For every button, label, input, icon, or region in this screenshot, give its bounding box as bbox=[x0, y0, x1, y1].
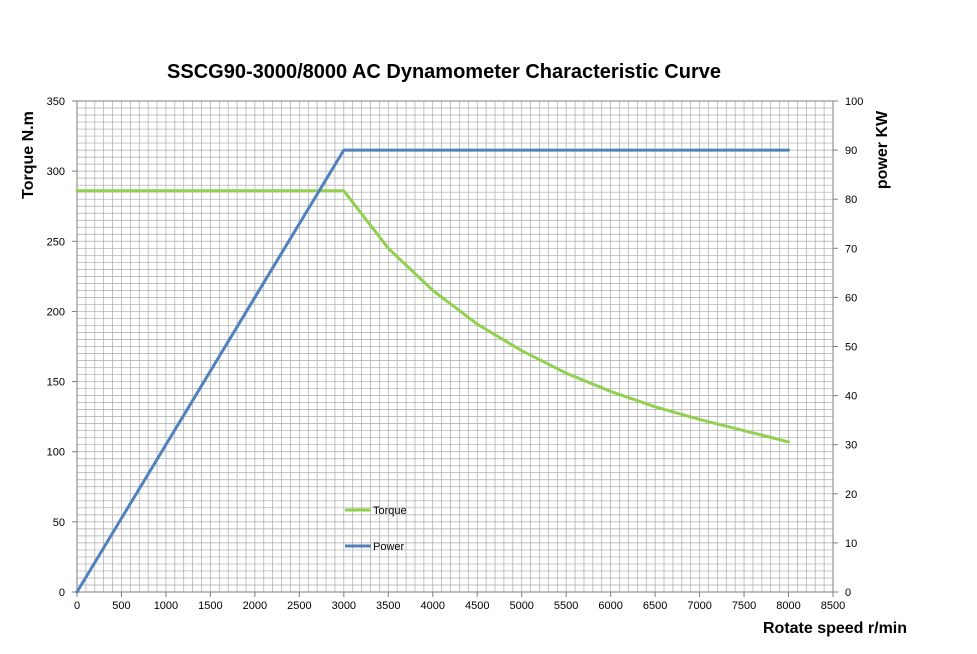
x-tick-label: 1000 bbox=[154, 600, 178, 612]
y2-tick-label: 100 bbox=[845, 96, 863, 108]
x-tick-label: 4000 bbox=[421, 600, 445, 612]
y2-tick-label: 50 bbox=[845, 342, 857, 354]
series-line-torque bbox=[75, 189, 790, 444]
y2-tick-label: 40 bbox=[845, 391, 857, 403]
y2-tick-label: 80 bbox=[845, 194, 857, 206]
y-tick-label: 100 bbox=[47, 447, 65, 459]
y2-axis-title: power KW bbox=[874, 110, 891, 189]
y2-tick-label: 20 bbox=[845, 489, 857, 501]
y2-tick-label: 60 bbox=[845, 292, 857, 304]
axes: 0 500 1000 1500 2000 2500 3000 3500 4000 4500 5000… bbox=[47, 96, 864, 612]
x-tick-label: 3500 bbox=[376, 600, 400, 612]
x-tick-label: 8500 bbox=[821, 600, 845, 612]
x-tick-label: 3000 bbox=[332, 600, 356, 612]
x-tick-label: 2500 bbox=[287, 600, 311, 612]
x-tick-label: 6000 bbox=[598, 600, 622, 612]
x-tick-label: 6500 bbox=[643, 600, 667, 612]
x-axis-title: Rotate speed r/min bbox=[763, 620, 907, 637]
legend: Torque Power bbox=[345, 505, 407, 553]
y-tick-label: 350 bbox=[47, 96, 65, 108]
y-tick-label: 250 bbox=[47, 236, 65, 248]
x-tick-label: 1500 bbox=[198, 600, 222, 612]
series-lines bbox=[75, 148, 790, 594]
x-tick-label: 7000 bbox=[687, 600, 711, 612]
y2-tick-label: 30 bbox=[845, 440, 857, 452]
y-tick-label: 150 bbox=[47, 377, 65, 389]
x-tick-label: 5500 bbox=[554, 600, 578, 612]
x-tick-label: 2000 bbox=[243, 600, 267, 612]
y2-tick-label: 10 bbox=[845, 538, 857, 550]
x-tick-label: 8000 bbox=[776, 600, 800, 612]
x-tick-label: 4500 bbox=[465, 600, 489, 612]
y-tick-label: 300 bbox=[47, 166, 65, 178]
y2-tick-label: 0 bbox=[845, 587, 851, 599]
legend-label-torque: Torque bbox=[373, 505, 407, 517]
grid bbox=[76, 100, 834, 593]
y2-tick-label: 70 bbox=[845, 243, 857, 255]
chart-title: SSCG90-3000/8000 AC Dynamometer Characte… bbox=[167, 61, 721, 83]
y-tick-label: 0 bbox=[59, 587, 65, 599]
series-line-power bbox=[75, 148, 790, 594]
y-tick-label: 200 bbox=[47, 306, 65, 318]
x-tick-label: 0 bbox=[74, 600, 80, 612]
legend-label-power: Power bbox=[373, 541, 405, 553]
y-axis-title: Torque N.m bbox=[20, 111, 37, 199]
x-tick-label: 500 bbox=[112, 600, 130, 612]
y2-tick-label: 90 bbox=[845, 145, 857, 157]
y-tick-label: 50 bbox=[53, 517, 65, 529]
x-tick-label: 7500 bbox=[732, 600, 756, 612]
x-tick-label: 5000 bbox=[509, 600, 533, 612]
